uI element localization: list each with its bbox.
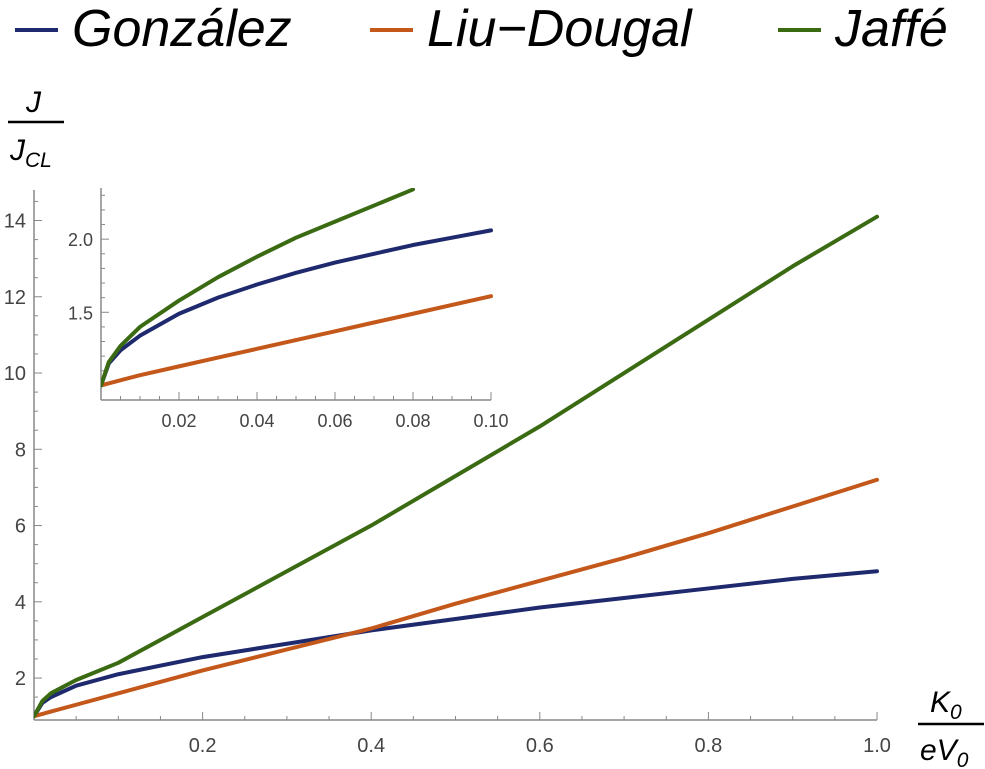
inset-x-tick-label: 0.04: [239, 411, 274, 431]
main-x-tick-label: 1.0: [863, 735, 891, 757]
main-y-tick-label: 10: [4, 363, 26, 385]
main-x-tick-label: 0.6: [526, 735, 554, 757]
inset-x-tick-label: 0.02: [161, 411, 196, 431]
inset-y-tick-label: 1.5: [68, 303, 93, 323]
main-x-tick-label: 0.8: [694, 735, 722, 757]
legend-label-jaffe: Jaffé: [834, 0, 948, 58]
legend: González Liu−Dougal Jaffé: [15, 0, 948, 58]
main-y-tick-label: 6: [15, 516, 26, 538]
inset-series-jaffe: [101, 188, 415, 388]
inset-x-tick-label: 0.10: [473, 411, 508, 431]
main-y-tick-label: 8: [15, 439, 26, 461]
legend-label-gonzalez: González: [72, 0, 292, 58]
main-x-tick-label: 0.4: [357, 735, 385, 757]
x-axis-label: K0 eV0: [918, 686, 984, 769]
inset-x-tick-label: 0.06: [317, 411, 352, 431]
main-y-tick-label: 12: [4, 287, 26, 309]
y-label-denominator: JCL: [9, 134, 52, 172]
y-axis-label: J JCL: [8, 86, 64, 172]
inset-y-tick-label: 2.0: [68, 230, 93, 250]
inset-plot: 0.02 0.04 0.06 0.08 0.10 1.5 2.0: [68, 188, 509, 431]
legend-label-liu-dougal: Liu−Dougal: [427, 0, 693, 58]
y-label-numerator: J: [25, 86, 42, 119]
x-label-denominator: eV0: [920, 734, 969, 769]
main-y-tick-label: 2: [15, 668, 26, 690]
main-plot: 0.2 0.4 0.6 0.8 1.0 2 4 6 8 10 12 14: [4, 190, 891, 757]
inset-x-tick-label: 0.08: [395, 411, 430, 431]
inset-series-gonzalez: [101, 228, 493, 388]
x-label-numerator: K0: [930, 686, 962, 724]
main-series-jaffe: [34, 214, 879, 719]
inset-series-liu-dougal: [101, 294, 493, 388]
main-series-gonzalez: [34, 569, 879, 719]
main-series-liu-dougal: [34, 477, 879, 719]
main-y-tick-label: 4: [15, 592, 26, 614]
main-x-tick-label: 0.2: [189, 735, 217, 757]
main-y-tick-label: 14: [4, 211, 26, 233]
